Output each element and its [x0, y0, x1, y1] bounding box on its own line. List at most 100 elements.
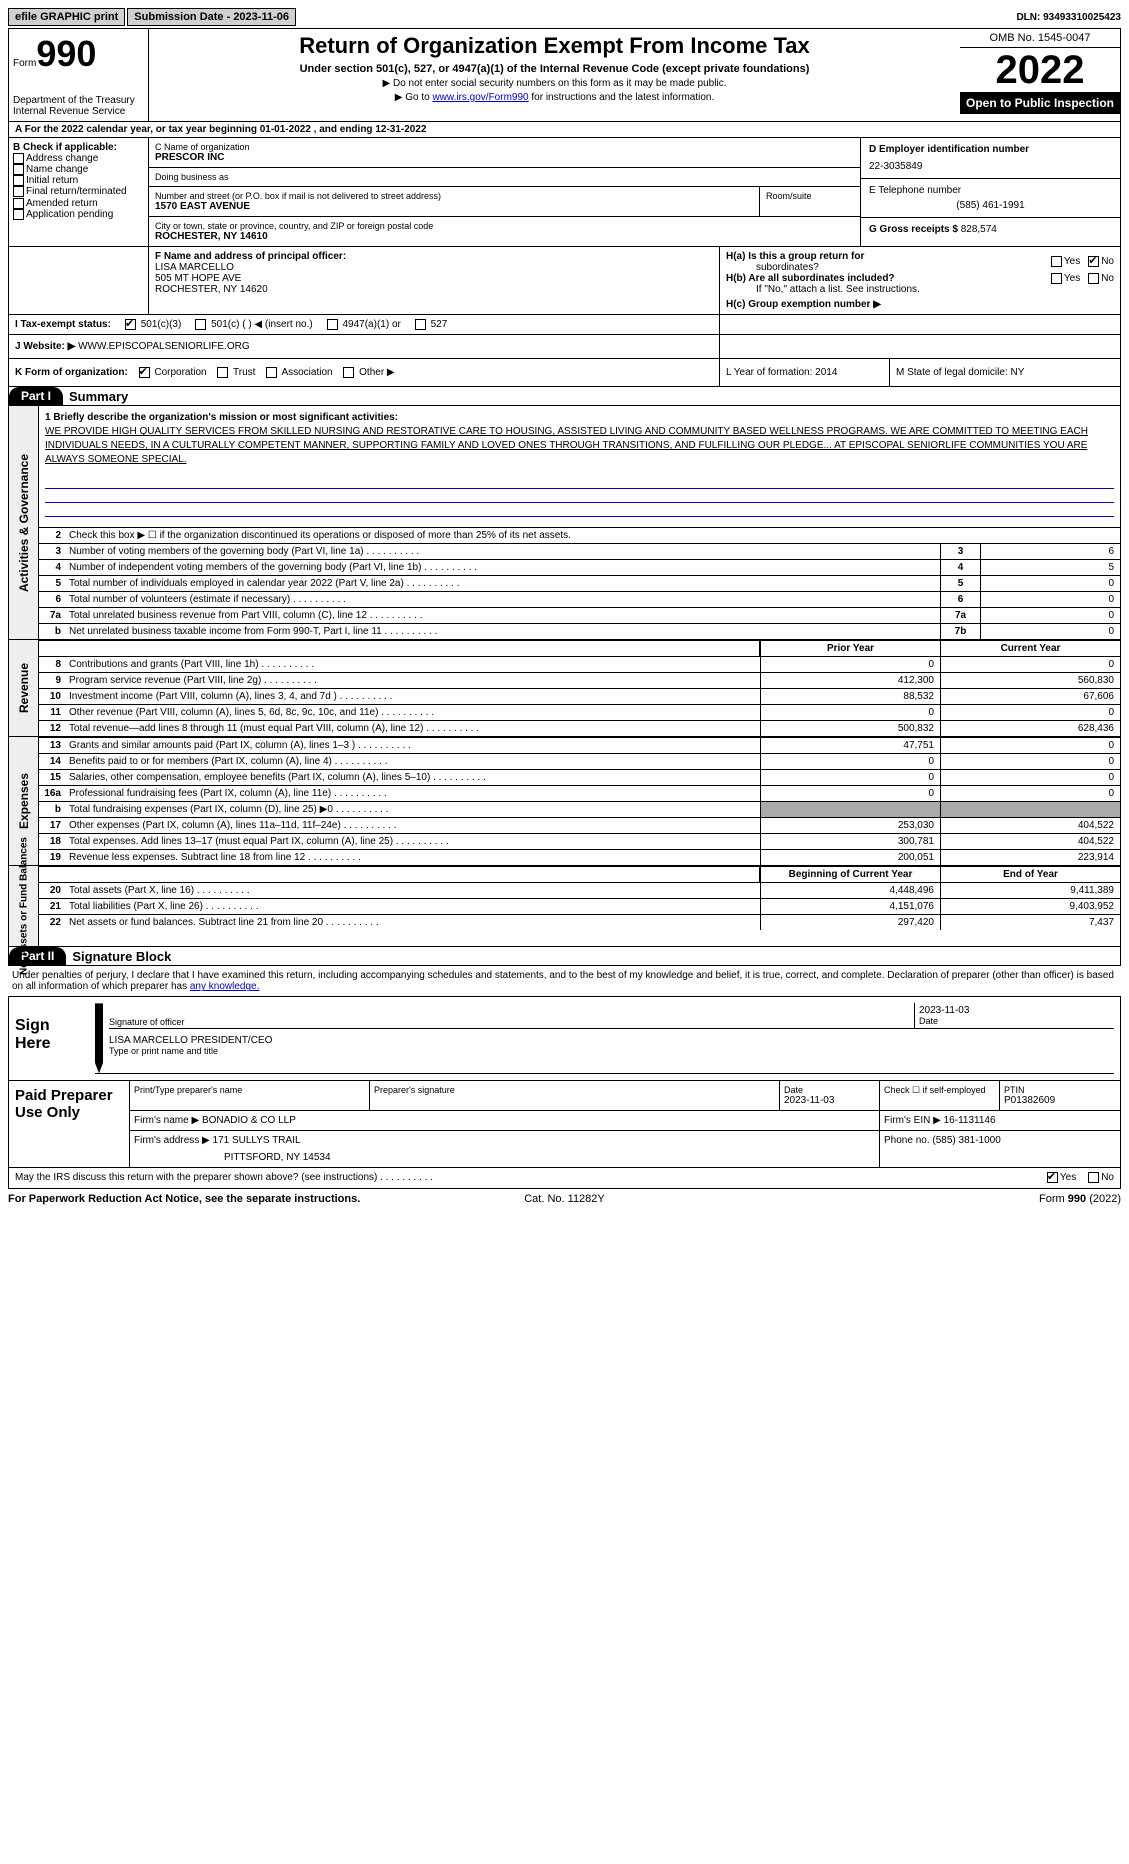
form-number: 990 [36, 33, 96, 74]
line-19-text: Revenue less expenses. Subtract line 18 … [65, 850, 760, 865]
cb-app-pending[interactable]: Application pending [13, 209, 144, 220]
row-a-period: A For the 2022 calendar year, or tax yea… [8, 122, 1121, 138]
line-13-prior: 47,751 [760, 738, 940, 753]
mission-label: 1 Briefly describe the organization's mi… [45, 412, 1114, 423]
line-14-prior: 0 [760, 754, 940, 769]
line-5-text: Total number of individuals employed in … [65, 576, 940, 591]
submission-date: Submission Date - 2023-11-06 [127, 8, 296, 26]
state-domicile: NY [1011, 367, 1025, 378]
cb-initial-return[interactable]: Initial return [13, 175, 144, 186]
line-7a-value: 0 [980, 608, 1120, 623]
line-9-current: 560,830 [940, 673, 1120, 688]
line-8-text: Contributions and grants (Part VIII, lin… [65, 657, 760, 672]
line-3-text: Number of voting members of the governin… [65, 544, 940, 559]
street-value: 1570 EAST AVENUE [155, 201, 753, 212]
omb-number: OMB No. 1545-0047 [960, 29, 1120, 48]
firm-ein: 16-1131146 [944, 1115, 996, 1126]
col-begin-year: Beginning of Current Year [760, 867, 940, 882]
subtitle-3: ▶ Go to www.irs.gov/Form990 for instruct… [153, 92, 956, 103]
open-public: Open to Public Inspection [960, 92, 1120, 114]
cb-527[interactable]: 527 [415, 319, 447, 330]
cb-final-return[interactable]: Final return/terminated [13, 186, 144, 197]
mission-text: WE PROVIDE HIGH QUALITY SERVICES FROM SK… [45, 423, 1114, 469]
firm-addr2: PITTSFORD, NY 14534 [134, 1152, 875, 1163]
cb-4947[interactable]: 4947(a)(1) or [327, 319, 401, 330]
line-19-prior: 200,051 [760, 850, 940, 865]
col-prior-year: Prior Year [760, 641, 940, 656]
cb-assoc[interactable]: Association [266, 367, 332, 378]
ha-no[interactable]: No [1088, 256, 1114, 267]
prep-sig-label: Preparer's signature [370, 1081, 780, 1110]
year-formation-label: L Year of formation: [726, 367, 812, 378]
cb-trust[interactable]: Trust [217, 367, 255, 378]
discuss-yes[interactable]: Yes [1047, 1172, 1076, 1183]
ha-yes[interactable]: Yes [1051, 256, 1080, 267]
firm-name: BONADIO & CO LLP [202, 1115, 296, 1126]
cb-501c[interactable]: 501(c) ( ) ◀ (insert no.) [195, 319, 312, 330]
line-15-current: 0 [940, 770, 1120, 785]
cb-corp[interactable]: Corporation [139, 367, 207, 378]
part1-header: Part I [9, 387, 63, 405]
cat-no: Cat. No. 11282Y [379, 1193, 750, 1205]
form-footer: Form 990 (2022) [750, 1193, 1121, 1205]
line-11-text: Other revenue (Part VIII, column (A), li… [65, 705, 760, 720]
line-18-prior: 300,781 [760, 834, 940, 849]
line-5-value: 0 [980, 576, 1120, 591]
phone-value: (585) 461-1991 [869, 200, 1112, 211]
hb-no[interactable]: No [1088, 273, 1114, 284]
line-b-text: Total fundraising expenses (Part IX, col… [65, 802, 760, 817]
vtab-net-assets: Net Assets or Fund Balances [18, 837, 29, 975]
phone-label: E Telephone number [869, 185, 1112, 196]
line-b-prior [760, 802, 940, 817]
ein-label: D Employer identification number [869, 144, 1112, 155]
cb-address-change[interactable]: Address change [13, 153, 144, 164]
col-b-header: B Check if applicable: [13, 142, 144, 153]
line-22-current: 7,437 [940, 915, 1120, 930]
discuss-no[interactable]: No [1088, 1172, 1114, 1183]
line-13-current: 0 [940, 738, 1120, 753]
line-22-prior: 297,420 [760, 915, 940, 930]
firm-addr1: 171 SULLYS TRAIL [213, 1135, 301, 1146]
knowledge-link[interactable]: any knowledge. [190, 981, 260, 992]
line-b-current [940, 802, 1120, 817]
line-22-text: Net assets or fund balances. Subtract li… [65, 915, 760, 930]
hc-label: H(c) Group exemption number ▶ [726, 299, 1114, 310]
officer-typed-name: LISA MARCELLO PRESIDENT/CEO [109, 1035, 1114, 1046]
cb-501c3[interactable]: 501(c)(3) [125, 319, 181, 330]
hb-yes[interactable]: Yes [1051, 273, 1080, 284]
gross-label: G Gross receipts $ [869, 224, 958, 235]
cb-amended-return[interactable]: Amended return [13, 198, 144, 209]
line-18-current: 404,522 [940, 834, 1120, 849]
vtab-revenue: Revenue [17, 663, 31, 713]
ein-value: 22-3035849 [869, 161, 1112, 172]
line-13-text: Grants and similar amounts paid (Part IX… [65, 738, 760, 753]
part1-title: Summary [63, 389, 128, 404]
form-title: Return of Organization Exempt From Incom… [153, 33, 956, 59]
firm-phone: (585) 381-1000 [932, 1135, 1000, 1146]
line-11-prior: 0 [760, 705, 940, 720]
line-11-current: 0 [940, 705, 1120, 720]
org-name: PRESCOR INC [155, 152, 854, 163]
tax-year: 2022 [960, 48, 1120, 92]
street-label: Number and street (or P.O. box if mail i… [155, 191, 753, 201]
cb-other[interactable]: Other ▶ [343, 367, 394, 378]
vtab-governance: Activities & Governance [17, 454, 31, 592]
line-4-value: 5 [980, 560, 1120, 575]
line-3-value: 6 [980, 544, 1120, 559]
prep-self-employed[interactable]: Check ☐ if self-employed [880, 1081, 1000, 1110]
dept-label: Department of the Treasury [13, 95, 144, 106]
city-value: ROCHESTER, NY 14610 [155, 231, 854, 242]
officer-addr1: 505 MT HOPE AVE [155, 273, 713, 284]
subtitle-1: Under section 501(c), 527, or 4947(a)(1)… [153, 63, 956, 75]
room-label: Room/suite [766, 191, 854, 201]
prep-name-label: Print/Type preparer's name [130, 1081, 370, 1110]
line-21-current: 9,403,952 [940, 899, 1120, 914]
paid-preparer-label: Paid Preparer Use Only [9, 1081, 129, 1167]
irs-link[interactable]: www.irs.gov/Form990 [432, 92, 528, 103]
cb-name-change[interactable]: Name change [13, 164, 144, 175]
hb-label: H(b) Are all subordinates included? [726, 273, 895, 284]
prep-date: 2023-11-03 [784, 1095, 875, 1106]
line-20-prior: 4,448,496 [760, 883, 940, 898]
line-b-text: Net unrelated business taxable income fr… [65, 624, 940, 639]
officer-name: LISA MARCELLO [155, 262, 713, 273]
